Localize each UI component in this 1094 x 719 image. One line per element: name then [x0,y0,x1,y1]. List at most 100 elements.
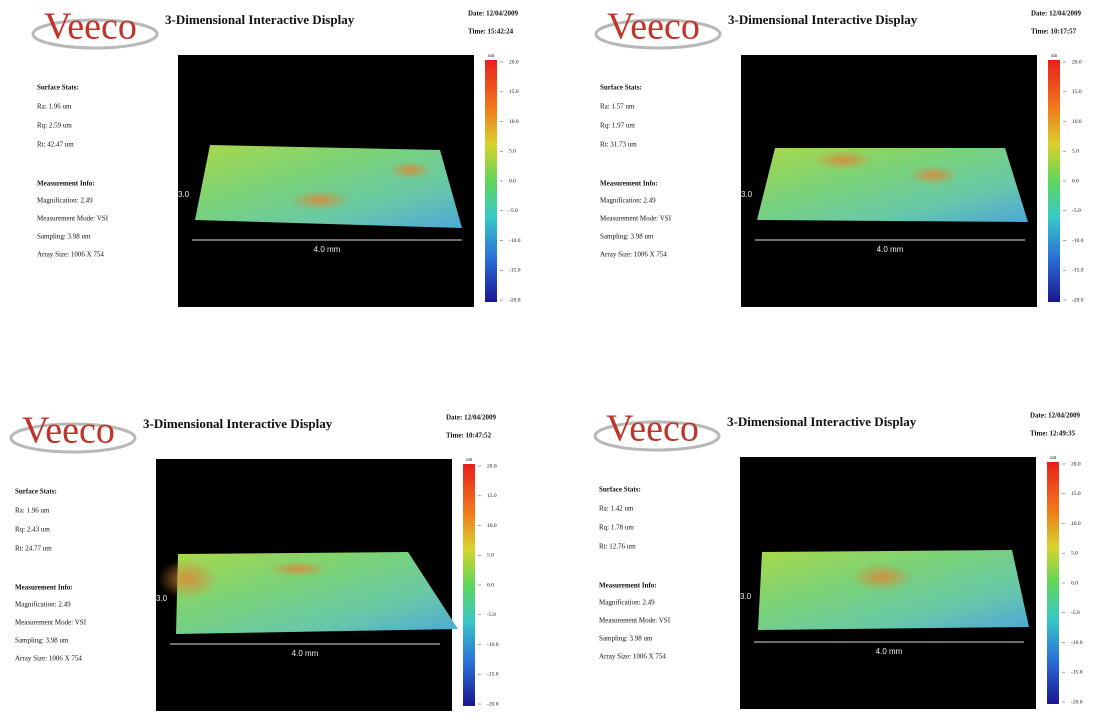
logo: Veeco [606,408,699,450]
colorbar-tick-label: -15.0 [1071,670,1083,676]
colorbar-tick-label: 10.0 [487,523,497,529]
colorbar [463,464,475,706]
measurement-heading: Measurement Info: [37,180,95,188]
title: 3-Dimensional Interactive Display [728,12,918,27]
measurement-info: Sampling: 3.98 um [15,637,69,645]
y-axis-label: 3.0 [741,190,753,199]
measurement-info: Array Size: 1006 X 754 [37,251,104,259]
colorbar [1047,462,1059,704]
surface-feature [908,165,958,185]
measurement-info: Magnification: 2.49 [600,197,656,205]
measurement-info: Measurement Mode: VSI [37,215,109,223]
surface-feature [813,150,873,170]
date: Date: 12/04/2009 [446,414,496,422]
colorbar-tick-label: -5.0 [509,208,518,214]
colorbar-unit: um [466,458,473,463]
surface-stat: Ra: 1.96 um [37,103,72,111]
title: 3-Dimensional Interactive Display [727,414,917,429]
colorbar-tick-label: -20.0 [1071,699,1083,705]
measurement-info: Array Size: 1006 X 754 [15,655,82,663]
title: 3-Dimensional Interactive Display [143,416,333,431]
logo-swoosh [9,422,137,454]
x-axis-label: 4.0 mm [876,647,903,656]
measurement-info: Magnification: 2.49 [599,599,655,607]
measurement-info: Measurement Mode: VSI [599,617,671,625]
colorbar-tick-label: -20.0 [487,701,499,707]
surface-feature [158,559,218,599]
surface [757,148,1028,222]
x-axis-label: 4.0 mm [292,649,319,658]
x-axis-label: 4.0 mm [314,245,341,254]
panel: Veeco 3-Dimensional Interactive Display Da… [9,410,499,711]
colorbar-unit: um [488,54,495,59]
colorbar-unit: um [1050,456,1057,461]
y-axis-label: 3.0 [740,592,752,601]
time: Time: 10:47:52 [446,432,492,440]
surface-stat: Rt: 31.73 um [600,141,637,149]
colorbar-tick-label: 0.0 [487,582,494,588]
logo-swoosh [594,18,722,50]
surface-stat: Ra: 1.42 um [599,505,634,513]
colorbar-tick-label: 10.0 [1072,119,1082,125]
surface-stat: Rt: 12.76 um [599,543,636,551]
colorbar-tick-label: 15.0 [1072,89,1082,95]
measurement-heading: Measurement Info: [599,582,657,590]
colorbar-tick-label: -10.0 [1071,640,1083,646]
surface-stat: Rq: 2.43 um [15,526,50,534]
surface [195,145,462,228]
surface-stats-heading: Surface Stats: [600,84,642,92]
colorbar [1048,60,1060,302]
measurement-info: Sampling: 3.98 um [37,233,91,241]
panel: Veeco 3-Dimensional Interactive Display Da… [593,408,1083,709]
colorbar-tick-label: 15.0 [487,493,497,499]
surface-stat: Ra: 1.96 um [15,507,50,515]
colorbar-unit: um [1051,54,1058,59]
colorbar-tick-label: -15.0 [487,672,499,678]
panel: Veeco 3-Dimensional Interactive Display Da… [594,6,1084,307]
colorbar-tick-label: 20.0 [509,59,519,65]
colorbar-tick-label: 10.0 [509,119,519,125]
time: Time: 10:17:57 [1031,28,1077,36]
date: Date: 12/04/2009 [1030,412,1080,420]
colorbar-tick-label: -20.0 [509,297,521,303]
logo-swoosh [593,420,721,452]
colorbar-tick-label: 5.0 [487,553,494,559]
time: Time: 15:42:24 [468,28,514,36]
colorbar-tick-label: 15.0 [509,89,519,95]
measurement-info: Array Size: 1006 X 754 [600,251,667,259]
surface-stat: Rt: 42.47 um [37,141,74,149]
colorbar-tick-label: 0.0 [1072,178,1079,184]
colorbar-tick-label: -5.0 [1071,610,1080,616]
y-axis-label: 3.0 [178,190,190,199]
colorbar-tick-label: -10.0 [509,238,521,244]
colorbar-tick-label: -10.0 [487,642,499,648]
colorbar-tick-label: -15.0 [1072,268,1084,274]
surface [176,552,458,634]
logo: Veeco [44,6,137,48]
measurement-info: Magnification: 2.49 [15,601,71,609]
surface-stat: Ra: 1.57 um [600,103,635,111]
measurement-info: Measurement Mode: VSI [600,215,672,223]
measurement-info: Magnification: 2.49 [37,197,93,205]
measurement-info: Sampling: 3.98 um [599,635,653,643]
colorbar-tick-label: 20.0 [1072,59,1082,65]
colorbar-tick-label: 0.0 [509,178,516,184]
measurement-info: Sampling: 3.98 um [600,233,654,241]
measurement-info: Measurement Mode: VSI [15,619,87,627]
colorbar-tick-label: 20.0 [487,463,497,469]
surface-feature [850,563,914,591]
colorbar-tick-label: -15.0 [509,268,521,274]
colorbar-tick-label: 5.0 [1071,551,1078,557]
colorbar-tick-label: -5.0 [1072,208,1081,214]
surface-stats-heading: Surface Stats: [37,84,79,92]
time: Time: 12:49:35 [1030,430,1076,438]
colorbar-tick-label: 10.0 [1071,521,1081,527]
y-axis-label: 3.0 [156,594,168,603]
title: 3-Dimensional Interactive Display [165,12,355,27]
surface-stat: Rq: 1.97 um [600,122,635,130]
colorbar-tick-label: 20.0 [1071,461,1081,467]
measurement-heading: Measurement Info: [600,180,658,188]
colorbar-tick-label: 15.0 [1071,491,1081,497]
date: Date: 12/04/2009 [1031,10,1081,18]
